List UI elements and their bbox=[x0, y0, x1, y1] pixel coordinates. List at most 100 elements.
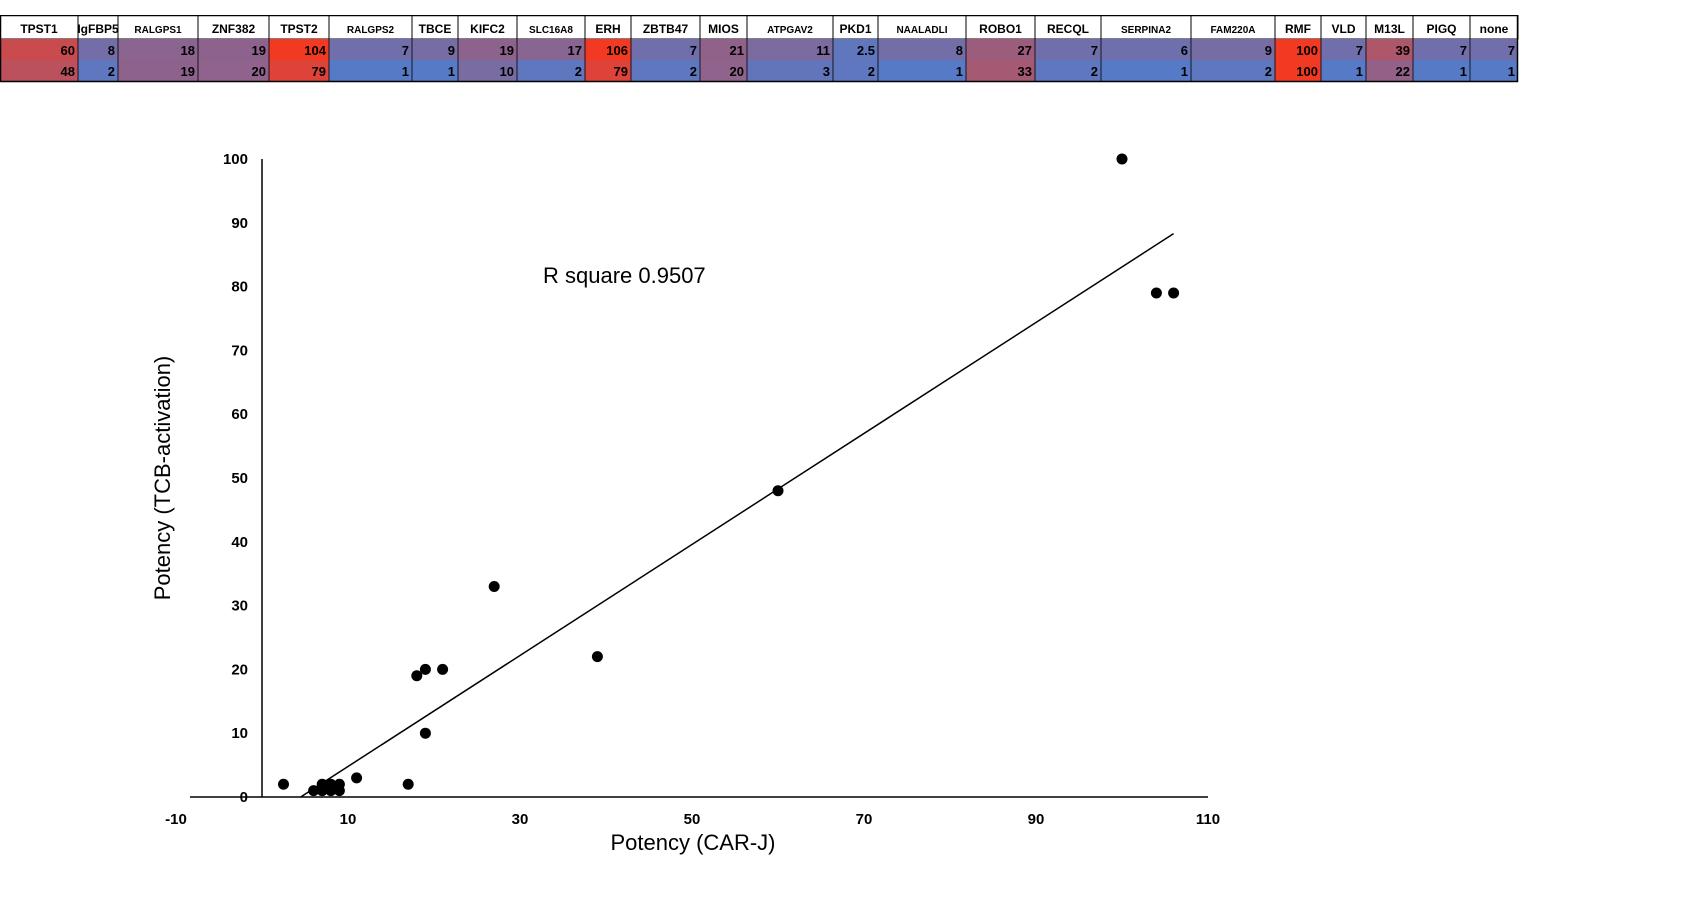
table-header-label: M13L bbox=[1374, 22, 1405, 36]
table-cell-value: 2 bbox=[868, 64, 875, 79]
data-point bbox=[402, 778, 414, 790]
table-cell-value: 2 bbox=[575, 64, 582, 79]
table-cell-value: 11 bbox=[816, 43, 830, 58]
y-tick-label: 80 bbox=[231, 279, 248, 296]
y-tick-labels: 0 10 20 30 40 50 60 70 80 90 100 bbox=[223, 151, 248, 806]
table-cell bbox=[1035, 39, 1101, 60]
table-header-cell bbox=[1320, 15, 1367, 40]
table-header-label: ROBO1 bbox=[979, 22, 1022, 36]
x-tick-label: 50 bbox=[684, 811, 701, 828]
table-header-label: PIGQ bbox=[1426, 22, 1456, 36]
table-header-cell bbox=[630, 15, 701, 40]
table-cell-value: 8 bbox=[956, 43, 963, 58]
table-header-label: none bbox=[1480, 22, 1509, 36]
table-cell bbox=[329, 60, 412, 81]
table-cell-value: 79 bbox=[312, 64, 326, 79]
table-cell-value: 2 bbox=[1091, 64, 1098, 79]
data-point bbox=[325, 785, 337, 797]
table-cell bbox=[747, 39, 833, 60]
table-cell bbox=[78, 39, 118, 60]
table-cell-value: 27 bbox=[1018, 43, 1032, 58]
table-cell-value: 7 bbox=[690, 43, 697, 58]
table-cell-value: 39 bbox=[1396, 43, 1410, 58]
y-tick-label: 100 bbox=[223, 151, 248, 168]
table-cell bbox=[1366, 60, 1413, 81]
table-header-cell bbox=[584, 15, 632, 40]
table-cell-value: 2 bbox=[1265, 64, 1272, 79]
table-header-cell bbox=[877, 15, 967, 40]
table-cell bbox=[458, 39, 517, 60]
table-cell-value: 18 bbox=[181, 43, 195, 58]
table-cell-value: 100 bbox=[1296, 43, 1318, 58]
x-axis-label: Potency (CAR-J) bbox=[610, 830, 775, 855]
table-cell-value: 48 bbox=[61, 64, 75, 79]
table-cell bbox=[0, 60, 78, 81]
table-cell bbox=[1321, 39, 1366, 60]
table-header-label: ZNF382 bbox=[212, 22, 256, 36]
table-header-cell bbox=[1100, 15, 1192, 40]
table-cell-value: 9 bbox=[1265, 43, 1272, 58]
table-header-cell bbox=[197, 15, 270, 40]
table-cell bbox=[1366, 39, 1413, 60]
table-cell bbox=[1101, 60, 1191, 81]
table-cell bbox=[585, 39, 631, 60]
x-tick-label: 70 bbox=[856, 811, 873, 828]
y-tick-label: 50 bbox=[231, 470, 248, 487]
table-cell-value: 1 bbox=[402, 64, 409, 79]
x-tick-labels: -10 10 30 50 70 90 110 bbox=[165, 811, 1220, 828]
table-header-cell bbox=[411, 15, 459, 40]
table-cell-value: 2 bbox=[108, 64, 115, 79]
table-cell-value: 7 bbox=[1356, 43, 1363, 58]
table-cell bbox=[0, 39, 78, 60]
table-cell-value: 60 bbox=[61, 43, 75, 58]
table-cell-value: 2 bbox=[690, 64, 697, 79]
data-point bbox=[411, 670, 423, 682]
table-cell-value: 20 bbox=[730, 64, 744, 79]
table-cell bbox=[833, 60, 878, 81]
trendline bbox=[300, 233, 1175, 798]
y-tick-label: 20 bbox=[231, 661, 248, 678]
table-cell bbox=[1275, 39, 1321, 60]
table-cell-value: 7 bbox=[1091, 43, 1098, 58]
table-cell-value: 1 bbox=[1356, 64, 1363, 79]
y-tick-label: 40 bbox=[231, 534, 248, 551]
table-cell bbox=[585, 60, 631, 81]
y-tick-label: 70 bbox=[231, 342, 248, 359]
table-header-label: ZBTB47 bbox=[643, 22, 689, 36]
table-cell bbox=[198, 39, 269, 60]
table-header-label: FAM220A bbox=[1210, 25, 1255, 36]
table-cell-value: 20 bbox=[252, 64, 266, 79]
data-points bbox=[278, 153, 1180, 797]
table-cell-value: 6 bbox=[1181, 43, 1188, 58]
table-header-label: RECQL bbox=[1047, 22, 1089, 36]
table-cell-value: 7 bbox=[402, 43, 409, 58]
data-point bbox=[437, 663, 449, 675]
table-cell bbox=[1191, 39, 1275, 60]
table-cell bbox=[700, 60, 747, 81]
data-point bbox=[351, 772, 363, 784]
table-cell bbox=[1413, 39, 1470, 60]
data-point bbox=[333, 778, 345, 790]
table-cell-value: 1 bbox=[448, 64, 455, 79]
table-header-cell bbox=[328, 15, 413, 40]
table-header-label: SERPINA2 bbox=[1121, 25, 1171, 36]
table-header-cell bbox=[268, 15, 330, 40]
data-point bbox=[1168, 287, 1180, 299]
table-header-label: ERH bbox=[595, 22, 620, 36]
table-header-label: RALGPS2 bbox=[347, 25, 395, 36]
y-tick-label: 0 bbox=[240, 789, 248, 806]
table-border bbox=[0, 15, 1519, 83]
table-header-label: SLC16A8 bbox=[529, 25, 573, 36]
table-cell bbox=[118, 39, 198, 60]
table-header-label: TBCE bbox=[419, 22, 452, 36]
y-tick-label: 90 bbox=[231, 215, 248, 232]
table-cell bbox=[700, 39, 747, 60]
table-cell bbox=[631, 39, 700, 60]
data-point bbox=[591, 651, 603, 663]
table-header-label: RMF bbox=[1285, 22, 1311, 36]
data-point bbox=[419, 727, 431, 739]
table-cell bbox=[1035, 60, 1101, 81]
table-header-label: VLD bbox=[1332, 22, 1356, 36]
data-point bbox=[316, 778, 328, 790]
table-cell bbox=[1101, 39, 1191, 60]
